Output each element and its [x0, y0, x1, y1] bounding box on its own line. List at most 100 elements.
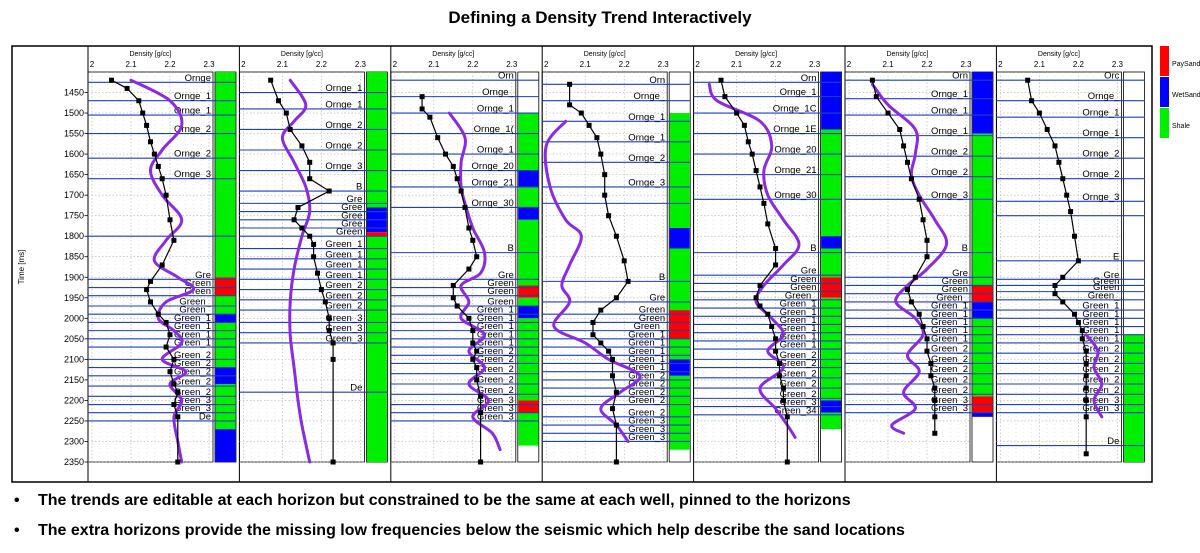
bullet-dot: •: [14, 522, 20, 539]
trend-node: [905, 287, 910, 293]
horizon-label: Ornge_: [634, 91, 666, 102]
horizon-label: Gre: [195, 270, 211, 281]
facies-interval: [669, 359, 690, 376]
horizon-label: Orn: [649, 75, 665, 86]
horizon-label: Green: [942, 284, 968, 295]
horizon-label: Green_2: [628, 370, 665, 381]
facies-interval: [1123, 334, 1144, 462]
trend-node: [1052, 282, 1058, 288]
legend-label: PaySand: [1172, 61, 1200, 68]
trend-node: [1060, 274, 1066, 280]
density-log-curve: [707, 82, 801, 439]
horizon-label: Ornge_21: [472, 177, 514, 188]
x-axis-title: Density [g/cc]: [1038, 51, 1080, 58]
horizon-label: Green_3: [477, 395, 514, 406]
facies-interval: [518, 285, 539, 298]
horizon-label: Green_1: [477, 329, 514, 340]
trend-node: [773, 336, 779, 342]
trend-node: [745, 139, 751, 145]
trend-node: [470, 340, 476, 346]
trend-node: [470, 328, 476, 334]
horizon-label: Ornge_2: [931, 147, 968, 158]
trend-node: [625, 278, 631, 284]
trend-node: [148, 278, 153, 284]
horizon-label: Ornge: [185, 73, 211, 84]
horizon-label: Green_2: [628, 387, 665, 398]
horizon-label: Green_1: [1082, 325, 1119, 336]
horizon-label: Green_1: [174, 329, 211, 340]
horizon-label: Green_2: [931, 344, 968, 355]
horizon-label: Green_2: [174, 377, 211, 388]
horizon-label: Green_1: [628, 329, 665, 340]
trend-node: [1072, 311, 1077, 317]
trend-node: [163, 319, 169, 325]
y-tick-label: 1600: [64, 149, 84, 159]
trend-node: [932, 414, 938, 420]
trend-node: [454, 176, 460, 182]
trend-node: [1029, 98, 1035, 104]
trend-node: [885, 110, 891, 116]
horizon-label: Ornge_1: [931, 106, 968, 117]
facies-interval: [972, 412, 993, 417]
horizon-label: Ornge_1(: [474, 124, 515, 135]
horizon-label: Green_1: [1082, 301, 1119, 312]
bullet-text: The trends are editable at each horizon …: [38, 492, 851, 509]
y-tick-label: 2000: [64, 313, 84, 323]
trend-node: [1079, 336, 1085, 342]
trend-node: [171, 237, 177, 243]
horizon-label: Ornge_1: [780, 87, 817, 98]
horizon-label: Ornge_1: [325, 83, 362, 94]
x-tick-label: 2: [241, 60, 246, 69]
legend-swatch: [1160, 46, 1169, 76]
x-tick-label: 2: [90, 60, 95, 69]
horizon-label: Green_3: [780, 397, 817, 408]
horizon-label: De: [199, 411, 211, 422]
trend-node: [780, 397, 786, 403]
trend-node: [144, 122, 150, 128]
horizon-label: Green_1: [174, 338, 211, 349]
trend-node: [567, 81, 573, 87]
trend-node: [613, 295, 619, 301]
trend-node: [478, 410, 484, 416]
horizon-label: Green_2: [1082, 364, 1119, 375]
trend-node: [769, 324, 775, 330]
trend-node: [419, 94, 425, 100]
trend-node: [912, 274, 918, 280]
horizon-label: De: [1107, 436, 1119, 447]
horizon-label: Ornge_1: [628, 112, 665, 123]
facies-interval: [821, 129, 842, 237]
density-trend-chart: 1450 1500 1550 1600 1650 1700 1750 1800 1850 1900…: [11, 45, 1200, 483]
horizon-label: De: [350, 383, 362, 394]
trend-node: [458, 188, 464, 194]
facies-interval: [215, 429, 236, 462]
trend-node: [920, 324, 926, 330]
trend-node: [330, 459, 336, 465]
facies-interval: [518, 170, 539, 187]
trend-node: [470, 237, 476, 243]
horizon-label: Ornge_1: [931, 89, 968, 100]
facies-interval: [972, 72, 993, 134]
trend-node: [777, 373, 782, 379]
trend-node: [474, 254, 480, 260]
trend-node: [478, 459, 484, 465]
trend-node: [151, 151, 157, 157]
horizon-label: Green_1: [931, 325, 968, 336]
trend-node: [1064, 192, 1070, 198]
trend-node: [598, 151, 604, 157]
x-tick-label: 2.2: [619, 60, 631, 69]
horizon-label: Ornge_1: [477, 104, 514, 115]
trend-node: [924, 254, 930, 260]
legend-swatch: [1160, 108, 1169, 138]
horizon-label: E: [1113, 251, 1119, 262]
trend-node: [144, 287, 150, 293]
horizon-label: Ornge_1: [1082, 108, 1119, 119]
trend-node: [924, 348, 930, 354]
horizon-label: Ornge_3: [1082, 192, 1119, 203]
horizon-label: Green_2: [174, 387, 211, 398]
horizon-label: Green_2: [628, 379, 665, 390]
horizon-label: Green_2: [628, 395, 665, 406]
x-axis-title: Density [g/cc]: [432, 51, 474, 58]
x-tick-label: 2.2: [164, 60, 176, 69]
x-tick-label: 2.1: [125, 60, 137, 69]
trend-node: [920, 217, 926, 223]
